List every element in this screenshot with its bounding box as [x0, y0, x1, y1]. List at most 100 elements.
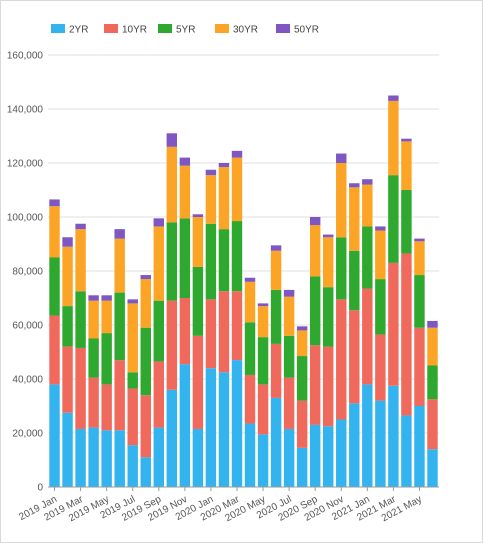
- bar-segment-10yr[interactable]: [49, 315, 60, 385]
- bar-segment-10yr[interactable]: [427, 399, 438, 450]
- bar-segment-30yr[interactable]: [179, 165, 191, 219]
- bar-segment-50yr[interactable]: [388, 95, 399, 101]
- bar-segment-30yr[interactable]: [205, 175, 217, 224]
- bar-segment-5yr[interactable]: [401, 190, 412, 254]
- bar-segment-30yr[interactable]: [309, 225, 321, 277]
- bar-segment-10yr[interactable]: [257, 384, 269, 435]
- bar-segment-50yr[interactable]: [349, 183, 360, 188]
- bar-segment-50yr[interactable]: [427, 320, 438, 328]
- bar-segment-2yr[interactable]: [388, 385, 399, 487]
- bar-segment-2yr[interactable]: [270, 397, 282, 487]
- bar-segment-5yr[interactable]: [309, 276, 321, 346]
- bar-segment-5yr[interactable]: [296, 356, 308, 401]
- bar-segment-5yr[interactable]: [62, 306, 73, 347]
- bar-segment-5yr[interactable]: [283, 335, 295, 378]
- bar-segment-5yr[interactable]: [414, 275, 425, 328]
- bar-segment-2yr[interactable]: [75, 428, 86, 487]
- bar-segment-30yr[interactable]: [114, 238, 125, 293]
- bar-segment-30yr[interactable]: [231, 157, 243, 222]
- bar-segment-10yr[interactable]: [231, 291, 243, 361]
- bar-segment-10yr[interactable]: [336, 299, 347, 420]
- bar-segment-30yr[interactable]: [362, 184, 373, 227]
- bar-segment-30yr[interactable]: [257, 306, 269, 338]
- bar-segment-2yr[interactable]: [218, 372, 230, 487]
- bar-segment-5yr[interactable]: [127, 372, 138, 389]
- bar-segment-30yr[interactable]: [427, 327, 438, 366]
- bar-segment-50yr[interactable]: [205, 169, 217, 176]
- bar-segment-30yr[interactable]: [127, 303, 138, 373]
- bar-segment-5yr[interactable]: [257, 337, 269, 385]
- bar-segment-5yr[interactable]: [388, 175, 399, 263]
- bar-segment-2yr[interactable]: [192, 428, 204, 487]
- bar-segment-5yr[interactable]: [101, 333, 112, 385]
- bar-segment-10yr[interactable]: [270, 343, 282, 398]
- bar-segment-5yr[interactable]: [49, 257, 60, 316]
- bar-segment-50yr[interactable]: [218, 163, 230, 168]
- bar-segment-10yr[interactable]: [349, 310, 360, 404]
- bar-segment-50yr[interactable]: [375, 226, 386, 231]
- bar-segment-2yr[interactable]: [401, 415, 412, 487]
- bar-segment-5yr[interactable]: [75, 291, 86, 348]
- bar-segment-50yr[interactable]: [283, 289, 295, 297]
- bar-segment-5yr[interactable]: [231, 221, 243, 292]
- bar-segment-30yr[interactable]: [49, 206, 60, 258]
- bar-segment-10yr[interactable]: [401, 253, 412, 416]
- bar-segment-5yr[interactable]: [179, 218, 191, 298]
- bar-segment-2yr[interactable]: [62, 412, 73, 487]
- bar-segment-50yr[interactable]: [166, 133, 178, 147]
- legend-swatch-30yr[interactable]: [215, 24, 229, 33]
- bar-segment-10yr[interactable]: [114, 360, 125, 431]
- bar-segment-5yr[interactable]: [427, 365, 438, 400]
- legend-swatch-5yr[interactable]: [158, 24, 172, 33]
- bar-segment-50yr[interactable]: [62, 237, 73, 247]
- legend-swatch-50yr[interactable]: [276, 24, 290, 33]
- bar-segment-30yr[interactable]: [244, 281, 256, 323]
- bar-segment-2yr[interactable]: [375, 400, 386, 487]
- bar-segment-10yr[interactable]: [283, 377, 295, 429]
- bar-segment-2yr[interactable]: [336, 419, 347, 488]
- legend-label-2yr[interactable]: 2YR: [69, 25, 88, 36]
- bar-segment-10yr[interactable]: [192, 335, 204, 429]
- bar-segment-2yr[interactable]: [414, 406, 425, 487]
- bar-segment-2yr[interactable]: [349, 403, 360, 487]
- legend-swatch-10yr[interactable]: [104, 24, 118, 33]
- bar-segment-50yr[interactable]: [362, 179, 373, 185]
- bar-segment-30yr[interactable]: [336, 163, 347, 238]
- bar-segment-30yr[interactable]: [140, 279, 151, 328]
- bar-segment-2yr[interactable]: [127, 445, 138, 487]
- bar-segment-30yr[interactable]: [153, 226, 164, 301]
- bar-segment-10yr[interactable]: [414, 327, 425, 406]
- bar-segment-50yr[interactable]: [140, 275, 151, 280]
- bar-segment-50yr[interactable]: [101, 295, 112, 301]
- bar-segment-5yr[interactable]: [166, 222, 178, 301]
- bar-segment-30yr[interactable]: [192, 217, 204, 267]
- bar-segment-10yr[interactable]: [362, 288, 373, 385]
- legend-label-30yr[interactable]: 30YR: [233, 25, 258, 36]
- legend-label-50yr[interactable]: 50YR: [294, 25, 319, 36]
- bar-segment-2yr[interactable]: [101, 430, 112, 487]
- bar-segment-30yr[interactable]: [283, 296, 295, 336]
- bar-segment-10yr[interactable]: [88, 377, 99, 428]
- bar-segment-5yr[interactable]: [140, 327, 151, 396]
- bar-segment-30yr[interactable]: [349, 187, 360, 251]
- bar-segment-5yr[interactable]: [336, 237, 347, 300]
- bar-segment-10yr[interactable]: [166, 300, 178, 390]
- bar-segment-30yr[interactable]: [62, 246, 73, 307]
- bar-segment-50yr[interactable]: [75, 223, 86, 230]
- bar-segment-2yr[interactable]: [244, 423, 256, 487]
- bar-segment-50yr[interactable]: [127, 299, 138, 304]
- bar-segment-2yr[interactable]: [179, 364, 191, 487]
- bar-segment-50yr[interactable]: [192, 214, 204, 217]
- bar-segment-5yr[interactable]: [375, 279, 386, 335]
- bar-segment-10yr[interactable]: [62, 346, 73, 413]
- bar-segment-5yr[interactable]: [244, 322, 256, 375]
- bar-segment-10yr[interactable]: [309, 345, 321, 425]
- bar-segment-10yr[interactable]: [375, 334, 386, 401]
- bar-segment-10yr[interactable]: [127, 388, 138, 446]
- bar-segment-10yr[interactable]: [244, 374, 256, 424]
- bar-segment-10yr[interactable]: [218, 291, 230, 373]
- bar-segment-10yr[interactable]: [296, 400, 308, 448]
- bar-segment-5yr[interactable]: [349, 250, 360, 311]
- bar-segment-10yr[interactable]: [75, 347, 86, 429]
- bar-segment-50yr[interactable]: [231, 150, 243, 158]
